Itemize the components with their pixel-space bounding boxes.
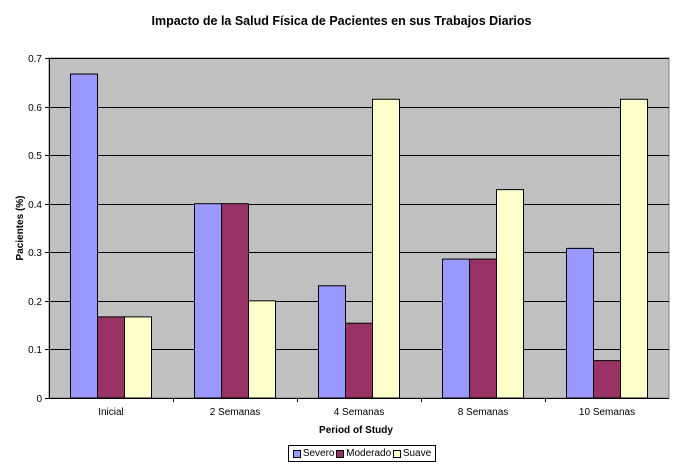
bar-moderado	[97, 316, 125, 399]
y-tick-label: 0.6	[28, 103, 42, 114]
x-tick-label: Inicial	[98, 407, 124, 418]
legend-item-suave: Suave	[392, 448, 432, 459]
y-tick-labels: 0 0.1 0.2 0.3 0.4 0.5 0.6 0.7	[28, 54, 42, 405]
bar-severo	[318, 285, 346, 399]
y-tick-label: 0.5	[28, 151, 42, 162]
legend-swatch	[336, 449, 345, 458]
legend-label: Moderado	[346, 448, 392, 459]
bar-chart: 0 0.1 0.2 0.3 0.4 0.5 0.6 0.7 Inicial 2 Semanas 4…	[15, 54, 670, 436]
legend: Severo Moderado Suave	[288, 445, 436, 462]
y-axis-label: Pacientes (%)	[15, 195, 26, 260]
bar-moderado	[593, 360, 621, 399]
bars	[70, 73, 648, 399]
legend-label: Severo	[302, 448, 335, 459]
bar-moderado	[345, 322, 373, 399]
x-tick-label: 2 Semanas	[210, 407, 261, 418]
x-tick-labels: Inicial 2 Semanas 4 Semanas 8 Semanas 10 Sem…	[98, 407, 635, 418]
legend-item-severo: Severo	[292, 448, 335, 459]
x-tick-label: 4 Semanas	[334, 407, 385, 418]
x-tick-label: 8 Semanas	[458, 407, 509, 418]
bar-severo	[194, 203, 222, 399]
bar-moderado	[221, 203, 249, 399]
bar-suave	[124, 316, 152, 399]
chart-title: Impacto de la Salud Física de Pacientes …	[151, 14, 532, 28]
x-tick-label: 10 Semanas	[579, 407, 635, 418]
y-tick-label: 0.2	[28, 297, 42, 308]
legend-item-moderado: Moderado	[336, 448, 391, 459]
gridlines	[49, 58, 669, 350]
legend-swatch	[392, 449, 401, 458]
bar-severo	[442, 258, 470, 399]
x-axis-label: Period of Study	[319, 425, 393, 436]
bar-suave	[620, 98, 648, 399]
bar-suave	[372, 98, 400, 399]
y-tick-label: 0.7	[28, 54, 42, 65]
y-tick-label: 0	[36, 394, 42, 405]
legend-swatch	[292, 449, 301, 458]
y-tick-label: 0.1	[28, 345, 42, 356]
bar-moderado	[469, 258, 497, 399]
y-tick-label: 0.3	[28, 248, 42, 259]
y-tick-label: 0.4	[28, 200, 42, 211]
bar-severo	[70, 73, 98, 399]
bar-suave	[248, 300, 276, 399]
bar-severo	[566, 247, 594, 399]
legend-label: Suave	[402, 448, 432, 459]
bar-suave	[496, 189, 524, 399]
axes	[45, 58, 669, 402]
